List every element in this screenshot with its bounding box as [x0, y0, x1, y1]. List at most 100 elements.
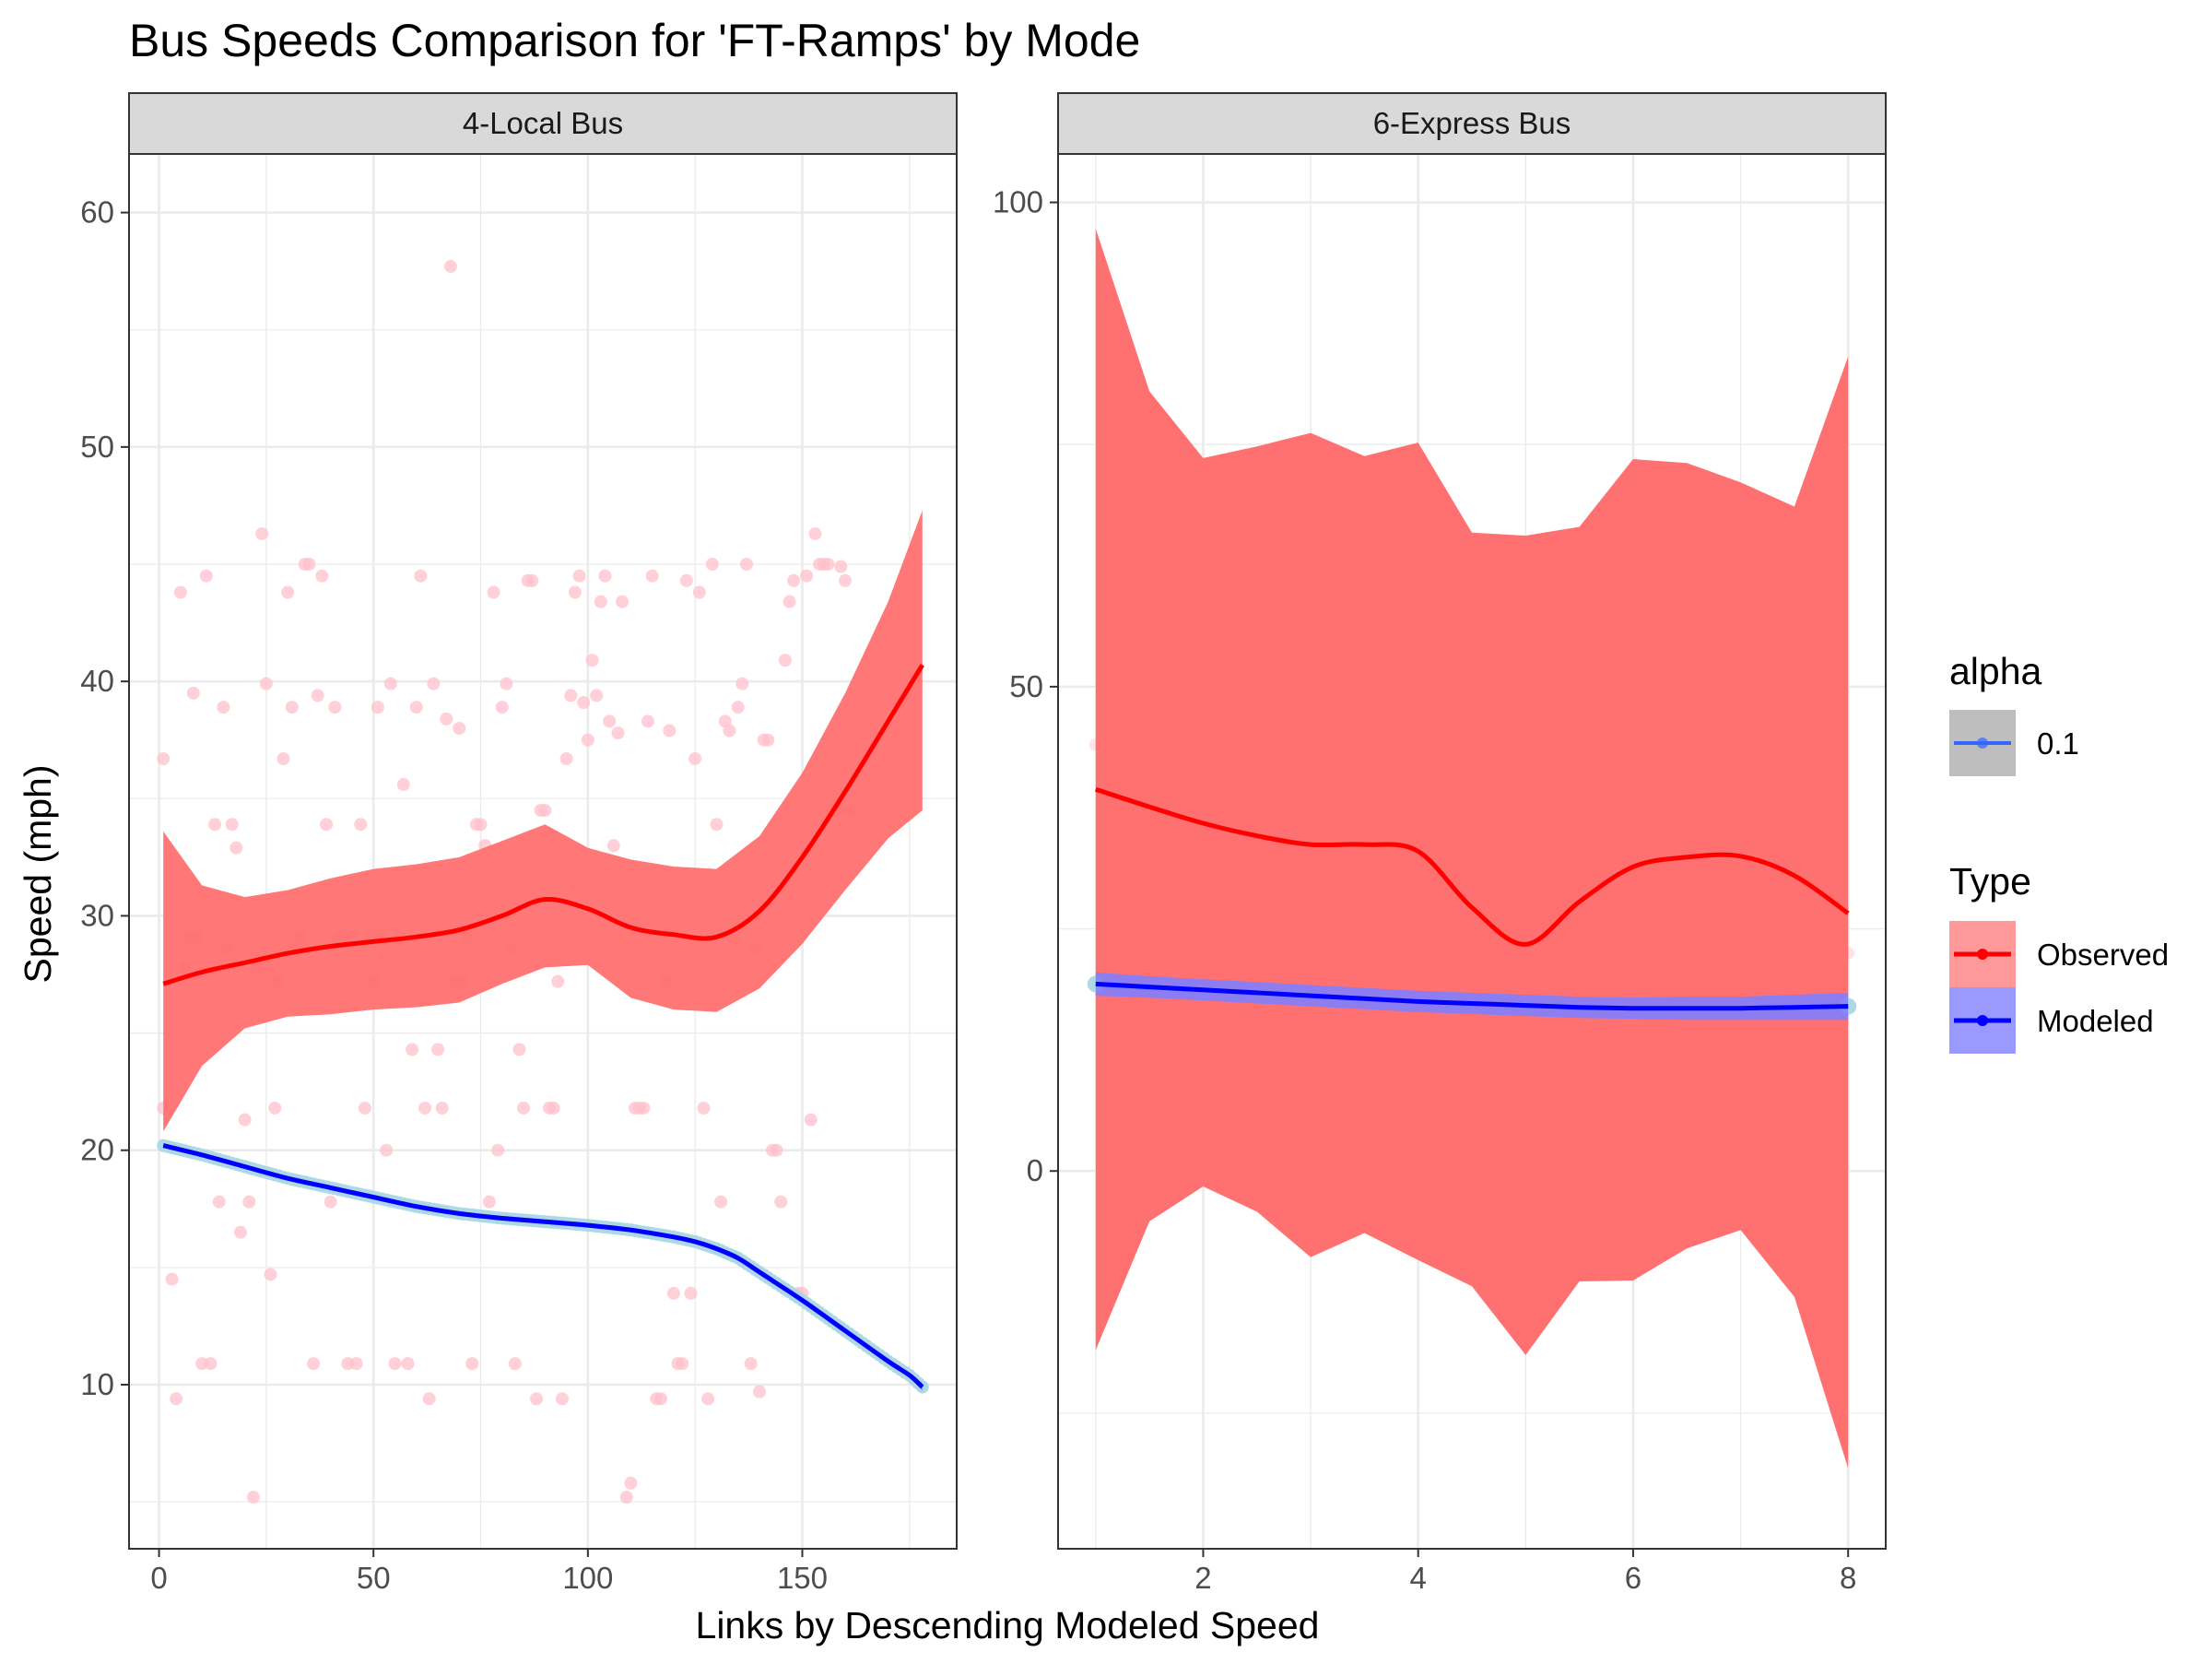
observed-point	[697, 1101, 711, 1115]
observed-point	[800, 569, 814, 583]
panel-border	[1057, 153, 1887, 1550]
legend-alpha-title: alpha	[1949, 650, 2042, 692]
observed-point	[538, 804, 552, 817]
observed-point	[744, 1357, 758, 1371]
observed-point	[611, 726, 625, 740]
observed-point	[431, 1043, 445, 1056]
observed-point	[165, 1272, 179, 1286]
observed-point	[208, 818, 222, 832]
observed-point	[354, 818, 368, 832]
observed-point	[440, 712, 453, 726]
x-tick-label: 100	[562, 1561, 613, 1595]
observed-point	[782, 595, 796, 608]
observed-point	[435, 1101, 449, 1115]
observed-point	[453, 722, 466, 735]
observed-point	[581, 733, 594, 747]
observed-point	[474, 818, 488, 832]
observed-point	[808, 526, 822, 540]
observed-point	[285, 701, 299, 714]
observed-point	[770, 1143, 783, 1157]
strip-local-bus	[128, 92, 958, 155]
observed-point	[320, 818, 334, 832]
observed-point	[414, 569, 428, 583]
observed-point	[821, 558, 835, 571]
observed-point	[349, 1357, 363, 1371]
observed-point	[307, 1357, 321, 1371]
x-tick-label: 2	[1194, 1561, 1211, 1595]
legend-observed-label: Observed	[2037, 938, 2169, 972]
legend-modeled-label: Modeled	[2037, 1004, 2154, 1038]
observed-point	[268, 1101, 282, 1115]
observed-point	[834, 560, 848, 573]
observed-point	[778, 654, 792, 667]
observed-point	[401, 1357, 415, 1371]
observed-point	[217, 701, 230, 714]
observed-point	[590, 689, 604, 702]
observed-point	[324, 1195, 337, 1209]
observed-point	[264, 1268, 277, 1281]
y-tick-label: 10	[80, 1367, 114, 1401]
observed-point	[443, 260, 457, 274]
observed-point	[653, 1392, 667, 1406]
observed-point	[380, 1143, 394, 1157]
observed-point	[409, 701, 423, 714]
observed-point	[559, 752, 573, 766]
legend-modeled-point	[1977, 1015, 1988, 1026]
observed-point	[328, 701, 342, 714]
observed-point	[606, 839, 620, 853]
y-tick-label: 20	[80, 1133, 114, 1167]
observed-point	[199, 569, 213, 583]
observed-point	[482, 1195, 496, 1209]
observed-point	[701, 1392, 715, 1406]
panel-local-bus: 4-Local Bus 0 50 100 150 10 20 30 40 50 60	[80, 92, 958, 1595]
panel-express-bus: 6-Express Bus 2 4 6 8 0 50 100	[993, 92, 1887, 1595]
observed-point	[598, 569, 612, 583]
observed-smooth-line	[1095, 786, 1850, 947]
axis-ticks: 0 50 100 150 10 20 30 40 50 60	[80, 195, 828, 1595]
observed-point	[315, 569, 329, 583]
observed-point	[512, 1043, 526, 1056]
observed-point	[371, 701, 384, 714]
observed-point	[487, 585, 500, 599]
observed-point	[225, 818, 239, 832]
observed-point	[242, 1195, 256, 1209]
observed-point	[238, 1113, 252, 1127]
observed-smooth-line	[162, 664, 924, 986]
x-axis-title: Links by Descending Modeled Speed	[696, 1604, 1320, 1646]
observed-point	[585, 654, 599, 667]
observed-point	[388, 1357, 402, 1371]
observed-point	[255, 526, 269, 540]
observed-point	[594, 595, 607, 608]
observed-point	[358, 1101, 371, 1115]
observed-point	[276, 752, 290, 766]
y-tick-label: 60	[80, 195, 114, 230]
axis-ticks: 2 4 6 8 0 50 100	[993, 185, 1856, 1595]
y-tick-label: 50	[1009, 669, 1043, 703]
observed-point	[551, 974, 565, 988]
observed-point	[418, 1101, 432, 1115]
observed-point	[525, 573, 539, 587]
observed-point	[774, 1195, 788, 1209]
y-tick-label: 50	[80, 430, 114, 464]
observed-point	[692, 585, 706, 599]
observed-point	[212, 1195, 226, 1209]
observed-point	[752, 1385, 766, 1398]
observed-point	[311, 689, 324, 702]
observed-point	[637, 1101, 651, 1115]
observed-point	[396, 778, 410, 792]
observed-point	[676, 1357, 689, 1371]
observed-point	[259, 677, 273, 690]
observed-point	[495, 701, 509, 714]
observed-point	[577, 696, 591, 710]
observed-point	[157, 752, 171, 766]
observed-point	[641, 714, 654, 728]
observed-point	[663, 724, 677, 738]
strip-label-express-bus: 6-Express Bus	[1373, 106, 1571, 140]
observed-point	[761, 733, 775, 747]
observed-point	[572, 569, 586, 583]
chart-title: Bus Speeds Comparison for 'FT-Ramps' by …	[129, 15, 1140, 66]
observed-point	[500, 677, 513, 690]
observed-point	[839, 573, 853, 587]
